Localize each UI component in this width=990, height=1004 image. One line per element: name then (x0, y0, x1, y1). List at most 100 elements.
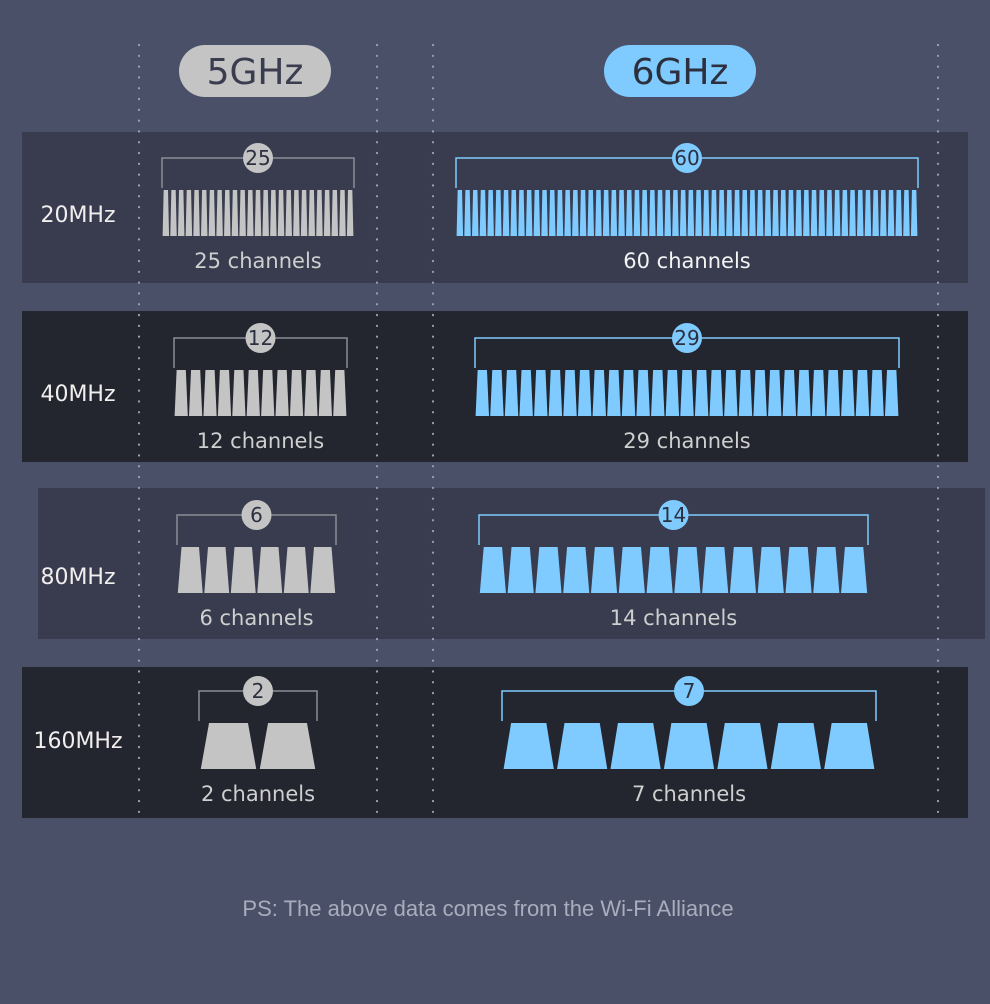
channel-bar (870, 370, 884, 416)
header-5ghz-pill: 5GHz (179, 45, 331, 97)
channel-bar (262, 190, 269, 236)
channel-bar (872, 190, 879, 236)
channel-count-label: 60 channels (623, 249, 750, 273)
channel-bar (797, 370, 811, 416)
channel-group-ghz5: 2 2 channels (198, 676, 318, 806)
channel-bar (490, 370, 504, 416)
row-label: 20MHz (40, 203, 115, 228)
channel-bar (231, 190, 239, 236)
count-badge (658, 500, 689, 530)
channel-bar (564, 190, 571, 236)
channel-bar (626, 190, 633, 236)
channel-bar (810, 190, 818, 236)
channel-bar (753, 370, 767, 416)
channel-bar (487, 190, 494, 236)
channel-bar (607, 370, 621, 416)
channel-bar (232, 370, 246, 416)
channel-bar (304, 370, 318, 416)
count-badge-label: 2 (252, 679, 265, 703)
channel-bar (277, 190, 285, 236)
channel-bar (224, 190, 231, 236)
footnote: PS: The above data comes from the Wi-Fi … (242, 896, 733, 921)
count-badge (243, 143, 273, 173)
channel-bar (239, 190, 246, 236)
channel-bar (283, 547, 309, 593)
channel-bar (247, 190, 254, 236)
channel-bar (849, 190, 856, 236)
channel-bar (772, 190, 779, 236)
channel-bar (710, 190, 718, 236)
channel-bar (709, 370, 723, 416)
channel-bar (718, 190, 725, 236)
channel-bar (259, 723, 316, 769)
channel-bar (803, 190, 810, 236)
channel-bar (741, 190, 748, 236)
channel-bar (204, 547, 230, 593)
channel-bar (177, 190, 185, 236)
channel-bar (903, 190, 910, 236)
channel-count-label: 29 channels (623, 429, 750, 453)
channel-bar (738, 370, 753, 416)
header-5ghz-label: 5GHz (207, 52, 304, 93)
channel-bar (510, 190, 517, 236)
channel-bar (756, 190, 764, 236)
channel-bar (331, 190, 339, 236)
channel-bar (339, 190, 346, 236)
channel-bar (724, 370, 738, 416)
channel-bar (592, 370, 606, 416)
channel-bar (504, 370, 519, 416)
channel-bar (664, 190, 671, 236)
channel-bar (257, 547, 283, 593)
channel-bar (857, 190, 864, 236)
channel-bar (826, 190, 833, 236)
channel-bar (289, 370, 304, 416)
channel-bar (633, 190, 641, 236)
channel-bar (518, 190, 525, 236)
channel-bar (910, 190, 918, 236)
channel-bar (300, 190, 308, 236)
channel-bar (201, 190, 208, 236)
channel-bar (535, 547, 562, 593)
count-badge-label: 29 (674, 326, 699, 350)
channel-bar (749, 190, 756, 236)
channel-bar (503, 723, 554, 769)
channel-bar (826, 370, 840, 416)
channel-bar (563, 370, 577, 416)
row-160MHz-background (22, 667, 968, 818)
channel-bar (310, 547, 336, 593)
channel-group-ghz5: 6 6 channels (176, 500, 337, 630)
channel-bar (780, 190, 787, 236)
channel-count-label: 25 channels (194, 249, 321, 273)
channel-bar (230, 547, 256, 593)
header-6ghz-pill: 6GHz (604, 45, 756, 97)
channel-bar (733, 190, 741, 236)
count-badge (674, 676, 704, 706)
count-badge-label: 6 (250, 503, 263, 527)
channel-bar (864, 190, 872, 236)
channel-bar (884, 370, 899, 416)
channel-bar (541, 190, 548, 236)
channel-bar (200, 723, 257, 769)
channel-bar (316, 190, 323, 236)
channel-bar (549, 190, 556, 236)
channel-bar (687, 190, 695, 236)
channel-bar (656, 190, 664, 236)
channel-bar (479, 547, 506, 593)
channel-bar (193, 190, 200, 236)
count-badge-label: 60 (674, 146, 699, 170)
header-6ghz-label: 6GHz (632, 52, 729, 93)
channel-bar (534, 370, 548, 416)
channel-bar (174, 370, 188, 416)
channel-count-label: 14 channels (610, 606, 737, 630)
channel-bar (841, 370, 855, 416)
channel-bar (782, 370, 797, 416)
channel-bar (674, 547, 701, 593)
channel-bar (602, 190, 610, 236)
channel-bar (703, 190, 710, 236)
channel-bar (672, 190, 679, 236)
channel-bar (695, 190, 702, 236)
channel-bar (270, 190, 277, 236)
channel-bar (618, 190, 625, 236)
count-badge (245, 323, 276, 353)
channel-bar (261, 370, 275, 416)
